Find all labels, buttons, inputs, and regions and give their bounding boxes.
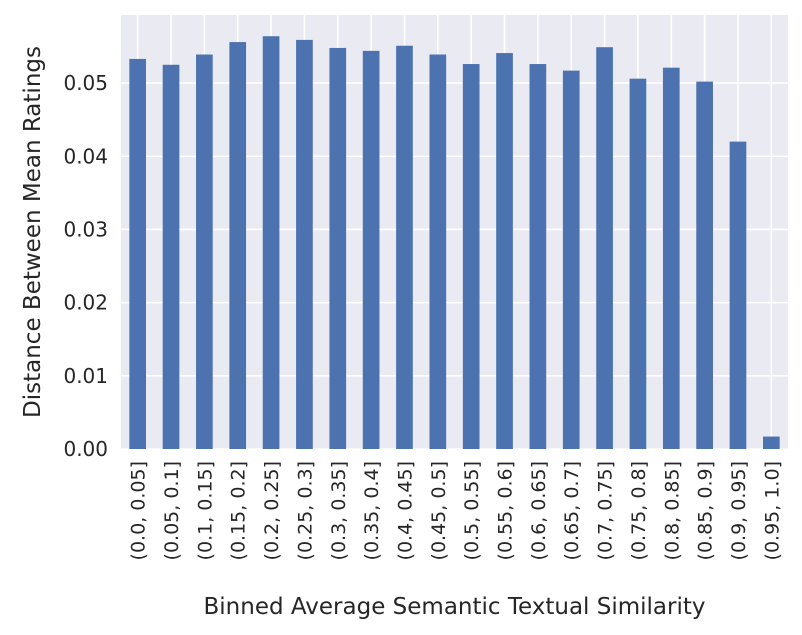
bar	[329, 47, 347, 449]
bars	[129, 36, 780, 450]
bar	[396, 45, 413, 449]
x-tick-label: (0.2, 0.25]	[261, 461, 283, 560]
x-tick-label: (0.9, 0.95]	[728, 461, 750, 560]
x-tick-label: (0.55, 0.6]	[495, 461, 517, 560]
bar	[462, 64, 480, 450]
x-tick-label: (0.5, 0.55]	[461, 461, 483, 560]
bar	[729, 141, 747, 449]
plot-area	[121, 15, 788, 449]
y-tick-labels: 0.00 0.01 0.02 0.03 0.04 0.05	[63, 71, 108, 461]
bar	[562, 70, 580, 450]
x-tick-label: (0.75, 0.8]	[628, 461, 650, 560]
bar	[196, 54, 213, 449]
bar	[529, 64, 547, 450]
y-tick-label: 0.05	[63, 71, 108, 95]
x-tick-label: (0.15, 0.2]	[228, 461, 250, 560]
x-tick-label: (0.8, 0.85]	[661, 461, 683, 560]
bar	[229, 42, 247, 450]
y-tick-label: 0.04	[63, 144, 108, 168]
x-tick-label: (0.6, 0.65]	[528, 461, 550, 560]
y-tick-label: 0.01	[63, 364, 108, 388]
x-tick-label: (0.1, 0.15]	[194, 461, 216, 560]
x-tick-label: (0.45, 0.5]	[428, 461, 450, 560]
x-tick-label: (0.0, 0.05]	[128, 461, 150, 560]
bar	[662, 67, 680, 450]
x-tick-label: (0.4, 0.45]	[394, 461, 416, 560]
bar	[496, 53, 513, 449]
x-tick-labels: (0.0, 0.05] (0.05, 0.1] (0.1, 0.15] (0.15, …	[128, 461, 784, 560]
x-tick-label: (0.7, 0.75]	[595, 461, 617, 560]
x-axis-label: Binned Average Semantic Textual Similari…	[204, 594, 706, 620]
bar	[129, 58, 147, 449]
bar	[296, 39, 313, 450]
y-tick-label: 0.02	[63, 291, 108, 315]
bar	[162, 64, 180, 450]
bar	[629, 78, 647, 449]
bar	[696, 81, 713, 449]
bar	[596, 47, 613, 449]
y-axis-label: Distance Between Mean Ratings	[20, 46, 46, 418]
x-tick-label: (0.25, 0.3]	[294, 461, 316, 560]
x-tick-label: (0.3, 0.35]	[328, 461, 350, 560]
x-tick-label: (0.65, 0.7]	[561, 461, 583, 560]
x-tick-label: (0.35, 0.4]	[361, 461, 383, 560]
bar	[762, 436, 780, 449]
bar	[362, 50, 380, 449]
y-tick-label: 0.03	[63, 217, 108, 241]
x-tick-label: (0.85, 0.9]	[695, 461, 717, 560]
x-tick-label: (0.05, 0.1]	[161, 461, 183, 560]
x-tick-label: (0.95, 1.0]	[761, 461, 783, 560]
y-tick-label: 0.00	[63, 437, 108, 461]
bar	[429, 54, 447, 449]
bar	[262, 36, 280, 450]
